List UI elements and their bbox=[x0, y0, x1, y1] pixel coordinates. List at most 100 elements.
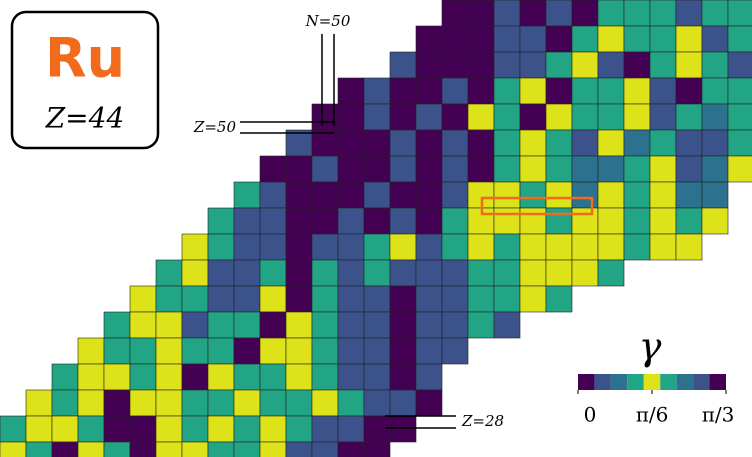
cell bbox=[233, 415, 261, 443]
cell bbox=[25, 389, 53, 417]
cell bbox=[675, 0, 703, 27]
cell bbox=[649, 103, 677, 131]
cell bbox=[233, 389, 261, 417]
cell bbox=[207, 259, 235, 287]
cell bbox=[467, 311, 495, 339]
cell bbox=[675, 103, 703, 131]
cell bbox=[415, 233, 443, 261]
cell bbox=[623, 25, 651, 53]
cell bbox=[493, 155, 521, 183]
cell bbox=[233, 311, 261, 339]
cell bbox=[493, 25, 521, 53]
cell bbox=[649, 0, 677, 27]
cell bbox=[545, 181, 573, 209]
cell bbox=[571, 103, 599, 131]
colorbar-swatch bbox=[594, 374, 611, 390]
cell bbox=[337, 415, 365, 443]
cell bbox=[77, 389, 105, 417]
cell bbox=[389, 311, 417, 339]
colorbar-swatch bbox=[709, 374, 726, 390]
cell bbox=[493, 0, 521, 27]
cell bbox=[389, 207, 417, 235]
cell bbox=[441, 311, 469, 339]
cell bbox=[129, 337, 157, 365]
cell bbox=[571, 0, 599, 27]
cell bbox=[597, 155, 625, 183]
cell bbox=[259, 233, 287, 261]
cell bbox=[467, 129, 495, 157]
cell bbox=[181, 311, 209, 339]
cell bbox=[467, 233, 495, 261]
cell bbox=[519, 181, 547, 209]
cell bbox=[155, 285, 183, 313]
cell bbox=[701, 181, 729, 209]
cell bbox=[337, 337, 365, 365]
cell bbox=[519, 155, 547, 183]
cell bbox=[207, 233, 235, 261]
cell bbox=[467, 0, 495, 27]
colorbar-swatch bbox=[610, 374, 628, 390]
cell bbox=[649, 25, 677, 53]
cell bbox=[623, 233, 651, 261]
cell bbox=[701, 103, 729, 131]
cell bbox=[545, 0, 573, 27]
cell bbox=[571, 259, 599, 287]
cell bbox=[649, 233, 677, 261]
cell bbox=[415, 259, 443, 287]
cell bbox=[77, 337, 105, 365]
cell bbox=[77, 441, 105, 457]
cell bbox=[493, 51, 521, 79]
colorbar-swatch bbox=[676, 374, 694, 390]
cell bbox=[155, 337, 183, 365]
cell bbox=[571, 181, 599, 209]
cell bbox=[519, 103, 547, 131]
colorbar-swatch bbox=[627, 374, 644, 390]
cell bbox=[77, 363, 105, 391]
cell bbox=[103, 441, 131, 457]
cell bbox=[441, 233, 469, 261]
cell bbox=[259, 311, 287, 339]
cell bbox=[259, 441, 287, 457]
cell bbox=[415, 389, 443, 417]
colorbar-tick-label: π/3 bbox=[702, 403, 735, 427]
cell bbox=[441, 285, 469, 313]
cell bbox=[389, 181, 417, 209]
cell bbox=[337, 389, 365, 417]
cell bbox=[545, 103, 573, 131]
cell bbox=[285, 233, 313, 261]
cell bbox=[337, 285, 365, 313]
cell bbox=[493, 77, 521, 105]
cell bbox=[597, 77, 625, 105]
cell bbox=[259, 285, 287, 313]
cell bbox=[181, 285, 209, 313]
cell bbox=[597, 103, 625, 131]
cell bbox=[363, 337, 391, 365]
cell bbox=[727, 25, 752, 53]
cell bbox=[51, 389, 79, 417]
cell bbox=[545, 285, 573, 313]
cell bbox=[311, 441, 339, 457]
colorbar-label: γ bbox=[639, 325, 662, 369]
cell bbox=[675, 51, 703, 79]
cell bbox=[103, 311, 131, 339]
cell bbox=[623, 155, 651, 183]
colorbar-swatch bbox=[660, 374, 677, 390]
cell bbox=[519, 207, 547, 235]
cell bbox=[285, 441, 313, 457]
cell bbox=[701, 25, 729, 53]
cell bbox=[389, 285, 417, 313]
cell bbox=[467, 51, 495, 79]
cell bbox=[181, 337, 209, 365]
annotation: N=50 bbox=[305, 12, 351, 30]
colorbar-swatch bbox=[578, 374, 595, 390]
cell bbox=[129, 415, 157, 443]
cell bbox=[649, 155, 677, 183]
cell bbox=[415, 207, 443, 235]
cell bbox=[493, 181, 521, 209]
cell bbox=[519, 0, 547, 27]
cell bbox=[285, 337, 313, 365]
cell bbox=[259, 363, 287, 391]
cell bbox=[389, 129, 417, 157]
cell bbox=[259, 207, 287, 235]
